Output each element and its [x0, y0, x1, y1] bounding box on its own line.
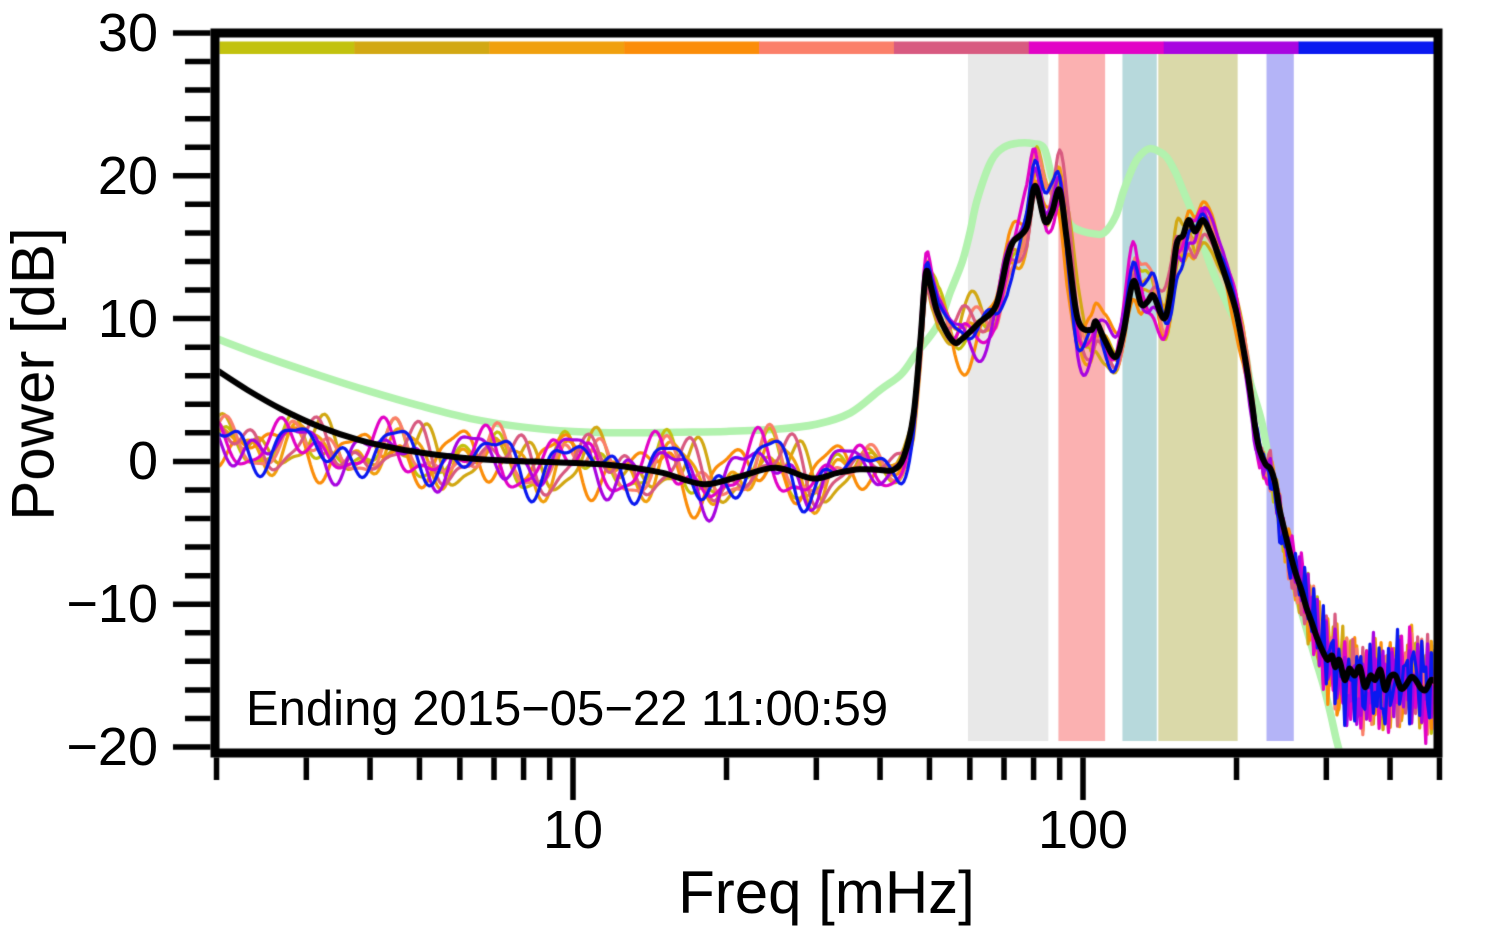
y-tick-label: 10	[97, 288, 158, 349]
y-tick-label: −10	[66, 574, 158, 635]
ending-timestamp-annotation: Ending 2015−05−22 11:00:59	[246, 682, 889, 736]
y-tick-label: 20	[97, 145, 158, 206]
y-tick-label: −20	[66, 717, 158, 777]
y-tick-label: 0	[127, 431, 158, 492]
x-axis-title: Freq [mHz]	[678, 859, 975, 926]
x-tick-label: 10	[542, 800, 604, 860]
x-tick-label: 100	[1037, 800, 1129, 860]
y-tick-label: 30	[97, 3, 158, 63]
